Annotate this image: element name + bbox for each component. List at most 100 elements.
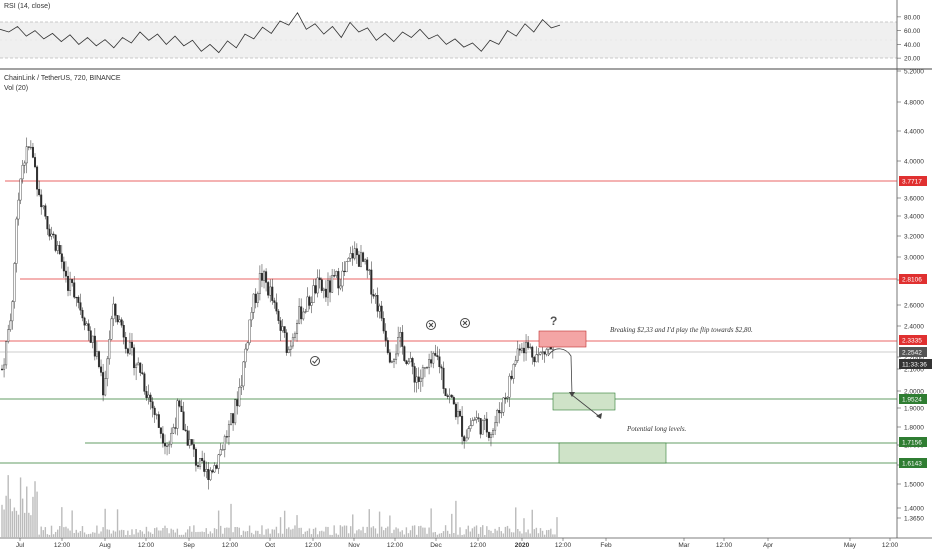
symbol-title: ChainLink / TetherUS, 720, BINANCE [4,75,121,82]
candle-body [7,329,10,342]
price-tick-label: 2.0000 [904,389,924,396]
volume-bar [255,530,257,538]
candle-body [157,414,160,428]
volume-bar [215,529,218,538]
volume-bar [263,534,265,538]
candle-body [50,233,53,237]
candle-body [287,349,290,353]
candle-body [225,436,228,438]
candle-body [209,470,212,480]
candle-body [395,353,398,360]
volume-bar [370,527,373,538]
candle-body [485,418,488,433]
volume-bar [141,531,143,538]
candle-body [207,469,210,480]
volume-bar [444,525,447,538]
volume-bar [473,526,476,538]
volume-bar [59,526,61,538]
volume-bar [376,533,379,538]
volume-bar [502,533,505,538]
volume-bar [191,531,193,538]
time-tick-label: Feb [600,542,612,549]
volume-bar [61,507,63,538]
candle-body [535,354,538,363]
candle-body [421,367,424,379]
price-label-text: 1.9524 [902,397,922,404]
candle-body [444,388,447,396]
volume-bar [189,526,191,538]
volume-bar [46,534,49,538]
candle-body [60,253,63,262]
price-label-box [899,335,927,345]
volume-bar [413,525,416,538]
candle-body [110,318,113,340]
candle-body [489,434,492,438]
candle-body [77,296,80,303]
candle-body [469,425,472,429]
candle-body [545,349,548,355]
candle-body [419,377,422,382]
volume-bar [372,526,375,538]
volume-bar [151,533,154,538]
time-tick-label: 12:00 [387,542,404,549]
candle-body [320,279,323,291]
candle-body [446,395,449,397]
volume-bar [490,530,492,538]
candle-body [275,302,278,312]
candle-body [81,309,84,319]
volume-bar [366,526,368,538]
candle-body [477,417,480,419]
volume-bar [123,530,125,538]
time-tick-label: Jul [16,542,25,549]
volume-bar [451,513,453,538]
candle-body [34,157,37,168]
candle-body [512,364,515,379]
candle-body [236,399,239,407]
volume-bar [294,525,296,538]
volume-bar [34,481,36,538]
volume-bar [395,527,397,538]
candle-body [190,439,193,445]
volume-bar [459,527,461,538]
candle-body [339,285,342,289]
volume-bar [44,527,47,538]
candle-body [461,415,464,437]
volume-bar [92,532,94,538]
candle-body [430,359,433,364]
candle-body [436,355,439,357]
candle-body [31,146,34,158]
candle-body [85,323,88,326]
volume-bar [399,531,401,538]
candle-body [219,449,222,455]
volume-bar [52,534,55,538]
volume-bar [153,528,156,538]
volume-bar [23,512,26,538]
candle-body [27,146,30,148]
price-tick-label: 4.8000 [904,100,924,107]
candle-body [188,439,191,446]
candle-body [221,449,224,451]
volume-bar [28,512,30,538]
volume-bar [457,534,459,538]
candle-body [227,424,230,438]
candle-body [384,330,387,341]
candle-body [176,400,179,429]
volume-bar [139,530,141,538]
candle-body [543,351,546,355]
candle-body [283,326,286,333]
volume-bar [98,533,100,538]
resistance-zone [538,330,587,348]
candle-body [23,162,26,166]
volume-bar [343,525,346,538]
candle-body [277,310,280,321]
candle-body [500,412,503,414]
candle-body [520,347,523,351]
candle-body [38,188,41,196]
volume-bar [337,534,340,538]
candle-body [97,351,100,368]
candle-body [128,341,131,354]
candle-body [265,271,268,283]
time-tick-label: Oct [265,542,275,549]
candle-body [475,417,478,420]
candle-body [372,294,375,297]
